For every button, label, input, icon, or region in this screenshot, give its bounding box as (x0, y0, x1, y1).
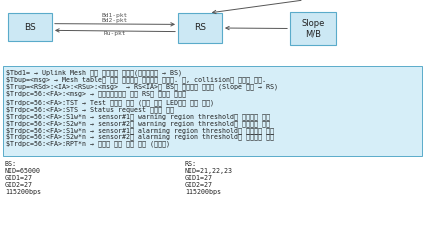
FancyBboxPatch shape (290, 12, 336, 45)
Text: $Trdpc=56:<FA>:<msg> → 게이트웨이에서 모든 RS로 보내는 명령어: $Trdpc=56:<FA>:<msg> → 게이트웨이에서 모든 RS로 보내… (6, 90, 186, 97)
Text: $Tbd1= → Uplink Mesh 망을 형성하는 커맨드(게이트웨이 → BS): $Tbd1= → Uplink Mesh 망을 형성하는 커맨드(게이트웨이 →… (6, 69, 182, 76)
FancyBboxPatch shape (178, 13, 222, 43)
Text: $Trdpc=56:<FA>:RPT*n → 센서의 보고 주기 세팅 (미구현): $Trdpc=56:<FA>:RPT*n → 센서의 보고 주기 세팅 (미구현… (6, 141, 170, 147)
Text: $Trup=<RSd>:<IA>:<RSu>:<msg>  → RS<IA>가 BS로 송신하는 커맨드 (Slope 보드 → RS): $Trup=<RSd>:<IA>:<RSu>:<msg> → RS<IA>가 B… (6, 83, 278, 90)
Text: Ru-pkt: Ru-pkt (104, 31, 126, 36)
Text: $Trdpc=56:<FA>:S1w*n → sensor#1의 warning region threshold를 원격에서 세팅: $Trdpc=56:<FA>:S1w*n → sensor#1의 warning… (6, 113, 270, 120)
Text: $Trdpc=56:<FA>:TST → Test 열결어 송신 (센서 모듈 LED키고 부저 울림): $Trdpc=56:<FA>:TST → Test 열결어 송신 (센서 모듈 … (6, 100, 214, 106)
FancyBboxPatch shape (8, 13, 52, 41)
Text: Bd1-pkt
Bd2-pkt: Bd1-pkt Bd2-pkt (102, 13, 128, 23)
Text: RS: RS (194, 24, 206, 33)
Text: Slope
M/B: Slope M/B (301, 19, 325, 38)
Text: BS: BS (24, 22, 36, 31)
Text: BS:
NID=65000
GID1=27
GID2=27
115200bps: BS: NID=65000 GID1=27 GID2=27 115200bps (5, 161, 41, 195)
FancyBboxPatch shape (3, 66, 422, 156)
Text: $Trdpc=56:<FA>:S2w*n → sensor#2의 alarming region threshold를 원격에서 세팅: $Trdpc=56:<FA>:S2w*n → sensor#2의 alarmin… (6, 134, 274, 140)
Text: $Tbup=<msg> → Mesh table이 필요 없으로로 사용하기 편리함. 단, collision의 염려가 있음.: $Tbup=<msg> → Mesh table이 필요 없으로로 사용하기 편… (6, 76, 266, 83)
Text: $Trdpc=56:<FA>:STS → Status request 명령어 송신: $Trdpc=56:<FA>:STS → Status request 명령어 … (6, 107, 174, 113)
Text: $Trdpc=56:<FA>:S2w*n → sensor#2의 warning region threshold를 원격에서 세팅: $Trdpc=56:<FA>:S2w*n → sensor#2의 warning… (6, 120, 270, 127)
Text: RS:
NID=21,22,23
GID1=27
GID2=27
115200bps: RS: NID=21,22,23 GID1=27 GID2=27 115200b… (185, 161, 233, 195)
Text: $Trdpc=56:<FA>:S1w*n → sensor#1의 alarming region threshold를 원격에서 세팅: $Trdpc=56:<FA>:S1w*n → sensor#1의 alarmin… (6, 127, 274, 134)
